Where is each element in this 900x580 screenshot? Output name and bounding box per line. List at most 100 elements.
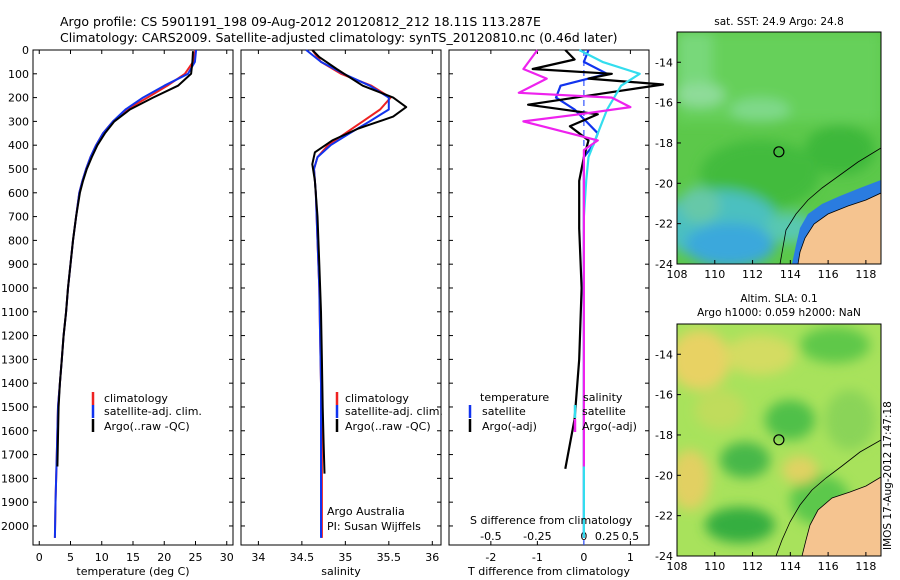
map-y-tick-label: -20 (655, 469, 673, 482)
sla-map-title-2: Argo h1000: 0.059 h2000: NaN (697, 307, 861, 319)
legend-label-sal-satellite: satellite (582, 405, 626, 418)
x-tick-label: 25 (189, 551, 203, 564)
legend-label-argo: Argo(..raw -QC) (104, 420, 190, 433)
sst-map-frame (676, 31, 882, 265)
map-y-tick-label: -20 (655, 177, 673, 190)
temperature-x-axis-title: temperature (deg C) (76, 565, 189, 578)
difference-top-axis-title: S difference from climatology (470, 514, 633, 527)
map-x-tick-label: 110 (704, 560, 725, 573)
y-tick-label: 1400 (1, 377, 29, 390)
map-y-tick-label: -16 (655, 97, 673, 110)
salinity-annotation-line-2: PI: Susan Wijffels (327, 520, 421, 533)
series-line-temperature-argo-adj- (526, 49, 665, 470)
map-x-tick-label: 112 (742, 560, 763, 573)
salinity-chart: 34 34.5 35 35.5 36 (241, 49, 441, 564)
sla-argo-marker (773, 434, 785, 446)
sla-map-frame (676, 323, 882, 557)
y-tick-label: 700 (8, 211, 29, 224)
map-y-tick-label: -22 (655, 218, 673, 231)
sst-argo-marker (773, 146, 785, 158)
salinity-legend: climatology satellite-adj. clim. Argo(..… (327, 392, 443, 533)
x-tick-label: -2 (485, 551, 496, 564)
y-tick-label: 400 (8, 139, 29, 152)
map-x-tick-label: 116 (818, 560, 839, 573)
difference-x-axis-title: T difference from climatology (467, 565, 630, 578)
map-x-tick-label: 118 (855, 268, 876, 281)
x-tick-label: 36 (425, 551, 439, 564)
y-tick-label: 500 (8, 163, 29, 176)
map-y-tick-label: -24 (655, 550, 673, 563)
x-tick-label: 1 (627, 551, 634, 564)
map-y-tick-label: -24 (655, 258, 673, 271)
y-tick-label: 900 (8, 258, 29, 271)
sst-map-ticks: 108 110 112 114 116 118 -24 -22 -20 -18 -16 -14 (655, 56, 876, 281)
map-x-tick-label: 116 (818, 268, 839, 281)
temperature-legend: climatology satellite-adj. clim. Argo(..… (91, 392, 202, 433)
map-y-tick-label: -22 (655, 510, 673, 523)
y-tick-label: 1900 (1, 496, 29, 509)
y-tick-label: 800 (8, 234, 29, 247)
difference-legend: temperature satellite Argo(-adj) salinit… (468, 391, 637, 527)
map-x-tick-label: 112 (742, 268, 763, 281)
y-tick-label: 1500 (1, 401, 29, 414)
map-y-tick-label: -18 (655, 137, 673, 150)
salinity-panel (240, 49, 442, 546)
legend-title-temperature: temperature (480, 391, 549, 404)
map-y-tick-label: -18 (655, 429, 673, 442)
legend-label-climatology: climatology (345, 392, 409, 405)
imos-watermark: IMOS 17-Aug-2012 17:47:18 (882, 401, 894, 550)
y-tick-label: 200 (8, 92, 29, 105)
legend-label-satellite: satellite-adj. clim. (104, 405, 202, 418)
y-tick-label: 1600 (1, 425, 29, 438)
sla-map-ticks: 108 110 112 114 116 118 -24 -22 -20 -18 -16 -14 (655, 348, 876, 573)
legend-label-satellite: satellite-adj. clim. (345, 405, 443, 418)
legend-label-temp-argo: Argo(-adj) (482, 420, 537, 433)
x-tick-label: 30 (220, 551, 234, 564)
temperature-panel (32, 49, 234, 546)
difference-panel (448, 49, 650, 546)
y-tick-label: 300 (8, 115, 29, 128)
x-tick-label: 35 (338, 551, 352, 564)
y-tick-label: 1100 (1, 306, 29, 319)
difference-chart: -2 -1 0 1-0.5 -0.25 0 0.25 0.5 (449, 49, 665, 564)
map-x-tick-label: 114 (780, 560, 801, 573)
map-x-tick-label: 114 (780, 268, 801, 281)
map-x-tick-label: 108 (667, 560, 688, 573)
series-line-argo-raw-qc- (56, 51, 194, 467)
y-tick-label: 1200 (1, 330, 29, 343)
header-line-2: Climatology: CARS2009. Satellite-adjuste… (60, 30, 617, 45)
sst-map: sat. SST: 24.9 Argo: 24.8 108 110 112 114 11… (655, 16, 882, 281)
y-tick-label: 1800 (1, 472, 29, 485)
temperature-chart: 0100200300400500600700800900100011001200… (1, 44, 234, 564)
x-tick-label: 35.5 (377, 551, 402, 564)
x-tick-label: 34.5 (290, 551, 315, 564)
y-tick-label: 100 (8, 68, 29, 81)
legend-title-salinity: salinity (583, 391, 623, 404)
salinity-annotation-line-1: Argo Australia (327, 505, 405, 518)
top-x-tick-label: 0.25 (595, 530, 620, 543)
x-tick-label: 15 (126, 551, 140, 564)
map-y-tick-label: -14 (655, 348, 673, 361)
y-tick-label: 1300 (1, 353, 29, 366)
top-x-tick-label: -0.25 (523, 530, 551, 543)
map-y-tick-label: -14 (655, 56, 673, 69)
x-tick-label: 10 (95, 551, 109, 564)
map-x-tick-label: 108 (667, 268, 688, 281)
y-tick-label: 1700 (1, 449, 29, 462)
x-tick-label: 20 (157, 551, 171, 564)
series-line-argo-raw-qc- (311, 49, 408, 474)
map-x-tick-label: 118 (855, 560, 876, 573)
header-line-1: Argo profile: CS 5901191_198 09-Aug-2012… (60, 14, 541, 29)
top-x-tick-label: 0.5 (622, 530, 640, 543)
x-tick-label: 0 (580, 551, 587, 564)
y-tick-label: 2000 (1, 520, 29, 533)
map-y-tick-label: -16 (655, 389, 673, 402)
series-line-satellite-adj-clim- (305, 49, 390, 538)
sst-map-title: sat. SST: 24.9 Argo: 24.8 (714, 16, 844, 28)
x-tick-label: -1 (532, 551, 543, 564)
y-tick-label: 1000 (1, 282, 29, 295)
salinity-x-axis-title: salinity (321, 565, 361, 578)
y-tick-label: 600 (8, 187, 29, 200)
sla-map-title-1: Altim. SLA: 0.1 (740, 293, 817, 305)
